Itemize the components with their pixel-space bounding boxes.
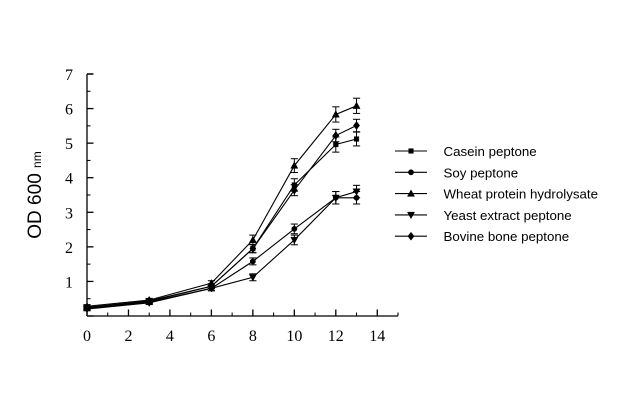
svg-text:Wheat protein hydrolysate: Wheat protein hydrolysate xyxy=(444,187,598,202)
svg-text:2: 2 xyxy=(124,328,132,345)
svg-text:12: 12 xyxy=(328,328,344,345)
svg-text:5: 5 xyxy=(65,136,73,153)
svg-text:4: 4 xyxy=(166,328,174,345)
svg-text:3: 3 xyxy=(65,205,73,222)
svg-text:4: 4 xyxy=(65,171,73,188)
svg-text:6: 6 xyxy=(207,328,215,345)
svg-text:14: 14 xyxy=(369,328,385,345)
svg-text:8: 8 xyxy=(249,328,257,345)
svg-text:1: 1 xyxy=(65,274,73,291)
svg-text:7: 7 xyxy=(65,67,73,84)
svg-text:Casein peptone: Casein peptone xyxy=(444,144,537,159)
svg-text:Soy peptone: Soy peptone xyxy=(444,165,519,180)
svg-text:10: 10 xyxy=(286,328,302,345)
svg-text:2: 2 xyxy=(65,240,73,257)
svg-text:Yeast extract peptone: Yeast extract peptone xyxy=(444,208,572,223)
svg-text:0: 0 xyxy=(83,328,91,345)
svg-text:Bovine bone peptone: Bovine bone peptone xyxy=(444,229,570,244)
svg-text:6: 6 xyxy=(65,102,73,119)
